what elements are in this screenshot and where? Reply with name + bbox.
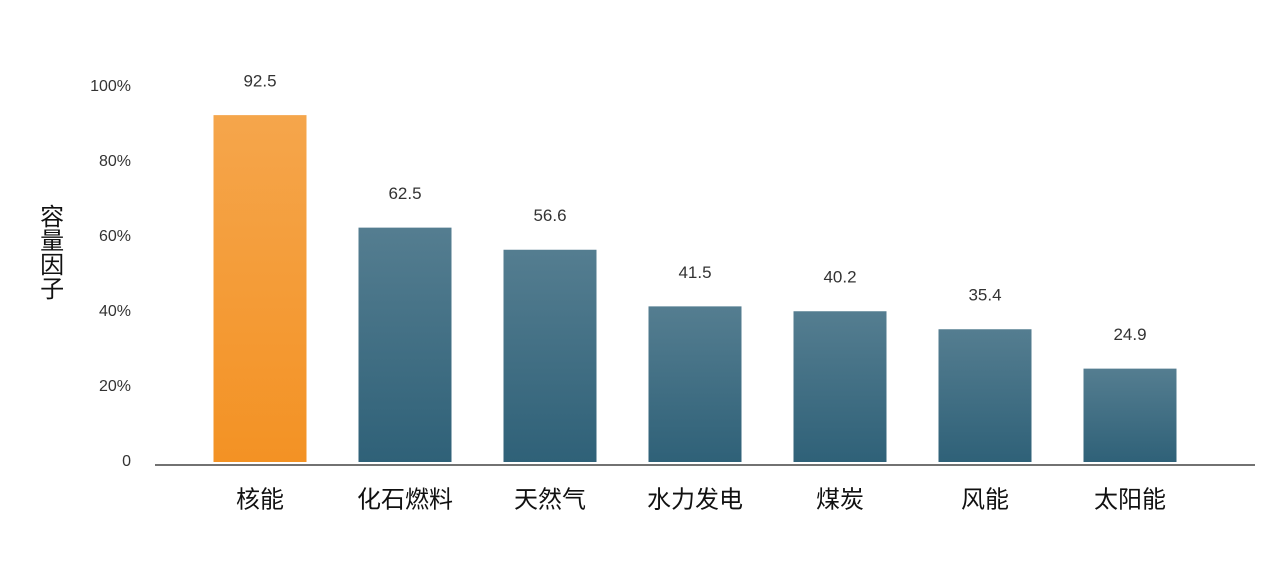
y-axis-label: 容量因子 (36, 204, 64, 300)
value-label: 92.5 (243, 72, 276, 91)
bar (793, 311, 887, 462)
bar (213, 115, 307, 462)
bar (358, 227, 452, 462)
value-label: 62.5 (388, 184, 421, 203)
x-tick-label: 煤炭 (816, 486, 864, 513)
value-label: 56.6 (533, 206, 566, 225)
bar (648, 306, 742, 462)
bar (1083, 368, 1177, 462)
value-label: 41.5 (678, 263, 711, 282)
x-tick-label: 风能 (961, 486, 1009, 513)
y-tick-label: 80% (99, 153, 131, 170)
value-label: 24.9 (1113, 325, 1146, 344)
bar (503, 249, 597, 462)
y-tick-label: 40% (99, 303, 131, 320)
value-label: 40.2 (823, 268, 856, 287)
bar (938, 329, 1032, 462)
y-tick-label: 0 (122, 453, 131, 470)
x-tick-label: 核能 (236, 486, 284, 513)
value-label: 35.4 (968, 286, 1001, 305)
y-tick-label: 20% (99, 378, 131, 395)
y-tick-label: 100% (90, 78, 131, 95)
y-tick-label: 60% (99, 228, 131, 245)
x-tick-label: 太阳能 (1094, 486, 1166, 513)
x-tick-label: 水力发电 (647, 486, 743, 513)
x-tick-label: 化石燃料 (357, 486, 453, 513)
x-tick-label: 天然气 (514, 486, 586, 513)
